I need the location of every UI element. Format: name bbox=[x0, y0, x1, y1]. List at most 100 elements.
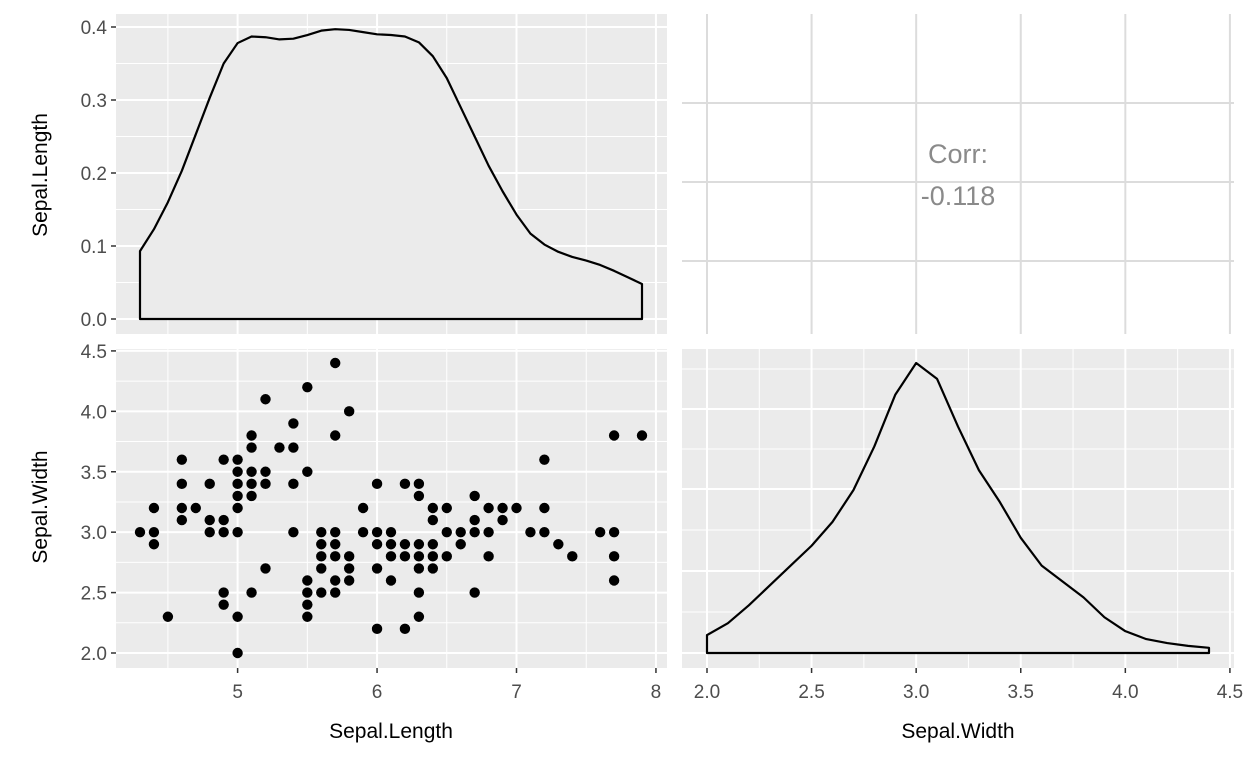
scatter-point bbox=[246, 490, 257, 502]
y-tick-label: 3.5 bbox=[81, 463, 107, 484]
scatter-point bbox=[469, 587, 480, 598]
scatter-point bbox=[469, 514, 480, 526]
density-curve-sepal-length bbox=[138, 28, 644, 321]
scatter-point bbox=[441, 526, 452, 538]
scatter-point bbox=[246, 478, 257, 490]
scatter-point bbox=[357, 502, 369, 514]
scatter-point bbox=[288, 526, 299, 538]
scatter-point bbox=[176, 514, 188, 526]
scatter-point bbox=[176, 478, 188, 490]
scatter-point bbox=[330, 539, 341, 550]
density-panel-sepal-width: 2.0 2.5 3.0 3.5 4.0 4.5 bbox=[682, 349, 1243, 703]
scatter-point bbox=[218, 599, 229, 610]
x-axis-title-sepal-length: Sepal.Length bbox=[329, 720, 453, 743]
scatter-point bbox=[427, 551, 439, 562]
scatter-point bbox=[218, 526, 229, 538]
scatter-point bbox=[371, 623, 383, 635]
y-tick-label: 4.5 bbox=[81, 342, 107, 363]
scatter-point bbox=[232, 490, 243, 502]
scatter-point bbox=[539, 454, 550, 465]
scatter-point bbox=[455, 526, 466, 538]
scatter-point bbox=[316, 539, 327, 550]
scatter-point bbox=[204, 526, 215, 538]
scatter-point bbox=[343, 551, 355, 562]
x-tick-label: 5 bbox=[232, 682, 243, 703]
scatter-point bbox=[385, 539, 397, 550]
scatter-point bbox=[413, 587, 425, 598]
scatter-point bbox=[316, 526, 327, 538]
scatter-point bbox=[608, 575, 620, 586]
scatter-point bbox=[567, 551, 578, 562]
scatter-point bbox=[539, 526, 550, 538]
scatter-point bbox=[553, 539, 564, 550]
x-tick-label: 8 bbox=[651, 682, 662, 703]
scatter-point bbox=[399, 478, 411, 490]
y-tick-label: 2.5 bbox=[81, 584, 107, 605]
scatter-point bbox=[330, 357, 341, 369]
scatter-point bbox=[246, 466, 257, 477]
scatter-point bbox=[525, 526, 536, 538]
scatter-point bbox=[302, 466, 313, 477]
scatter-point bbox=[343, 575, 355, 586]
scatter-point bbox=[399, 539, 411, 550]
scatter-point bbox=[413, 539, 425, 550]
scatter-point bbox=[134, 526, 146, 538]
scatter-point bbox=[385, 551, 397, 562]
scatter-point bbox=[413, 563, 425, 574]
correlation-label-group: Corr: -0.118 bbox=[921, 139, 996, 211]
scatter-point bbox=[413, 490, 425, 502]
scatter-point bbox=[176, 454, 188, 465]
x-tick-label: 3.5 bbox=[1008, 682, 1034, 703]
y-tick-label: 2.0 bbox=[81, 644, 107, 665]
correlation-panel bbox=[682, 14, 1234, 334]
scatter-point bbox=[427, 514, 439, 526]
scatter-point bbox=[148, 539, 160, 550]
scatter-point bbox=[469, 526, 480, 538]
scatter-point bbox=[413, 611, 425, 622]
scatter-point bbox=[511, 502, 522, 514]
x-tick-label: 4.5 bbox=[1217, 682, 1243, 703]
scatter-point bbox=[148, 502, 160, 514]
corr-panel-background bbox=[682, 14, 1234, 334]
scatter-point bbox=[455, 539, 466, 550]
scatter-point bbox=[288, 418, 299, 429]
scatter-point bbox=[343, 563, 355, 574]
scatter-point bbox=[148, 526, 160, 538]
scatter-point bbox=[343, 406, 355, 417]
scatter-point bbox=[385, 575, 397, 586]
scatter-point bbox=[232, 647, 243, 659]
y-tick-label: 3.0 bbox=[81, 523, 107, 544]
y-tick-label: 4.0 bbox=[81, 402, 107, 423]
scatter-point bbox=[539, 502, 550, 514]
corr-label: Corr: bbox=[928, 139, 988, 169]
scatter-point bbox=[246, 442, 257, 453]
scatter-point bbox=[316, 563, 327, 574]
scatter-point bbox=[232, 466, 243, 477]
scatter-point bbox=[441, 502, 452, 514]
scatter-point bbox=[608, 430, 620, 441]
scatter-point bbox=[302, 587, 313, 598]
scatter-point bbox=[330, 575, 341, 586]
scatter-point bbox=[302, 599, 313, 610]
scatter-point bbox=[316, 587, 327, 598]
scatter-point bbox=[302, 611, 313, 622]
scatter-point bbox=[357, 526, 369, 538]
scatter-point bbox=[427, 563, 439, 574]
scatter-point bbox=[232, 478, 243, 490]
y-tick-label: 0.4 bbox=[81, 18, 108, 39]
scatter-point bbox=[483, 526, 494, 538]
scatter-point bbox=[330, 551, 341, 562]
panel-background bbox=[116, 349, 667, 668]
scatter-point bbox=[232, 502, 243, 514]
corr-value: -0.118 bbox=[921, 181, 996, 211]
x-tick-label: 2.0 bbox=[694, 682, 720, 703]
scatter-point bbox=[330, 587, 341, 598]
scatter-point bbox=[204, 478, 215, 490]
scatter-point bbox=[399, 623, 411, 635]
scatter-point bbox=[427, 502, 439, 514]
scatter-point bbox=[413, 478, 425, 490]
scatter-point bbox=[260, 394, 271, 405]
scatter-point bbox=[288, 478, 299, 490]
scatter-point bbox=[246, 430, 257, 441]
